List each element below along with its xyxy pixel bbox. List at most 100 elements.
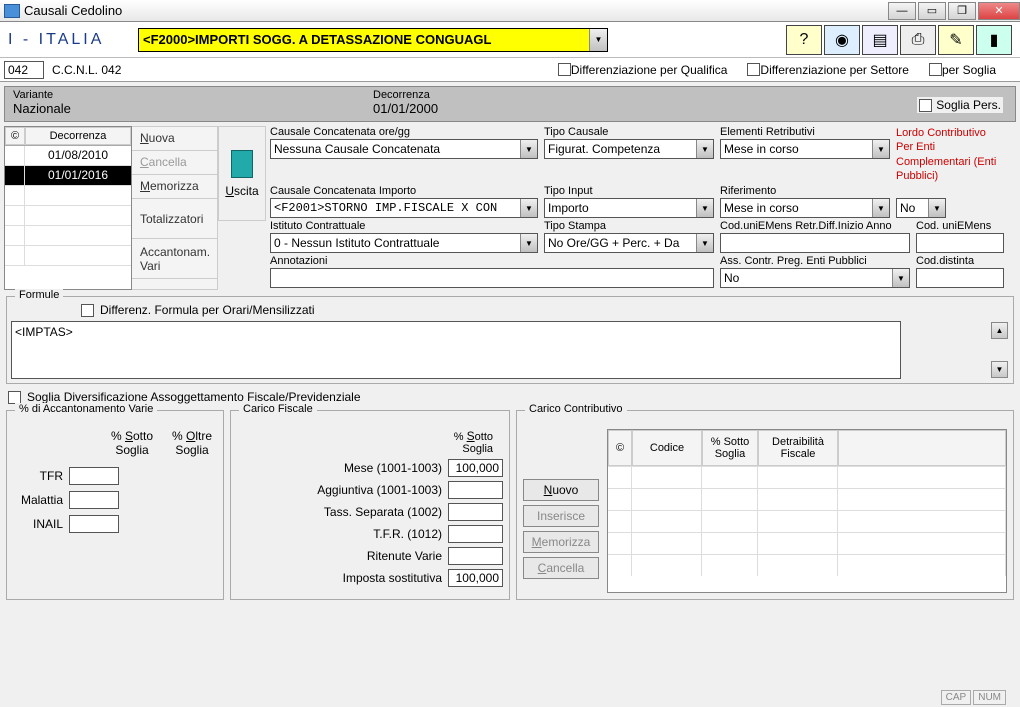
formule-legend: Formule	[15, 289, 63, 301]
close-button[interactable]: ✕	[978, 2, 1020, 20]
main-dropdown[interactable]: <F2000>IMPORTI SOGG. A DETASSAZIONE CONG…	[138, 28, 608, 52]
scroll-down-icon[interactable]: ▼	[991, 361, 1008, 378]
istituto-dropdown[interactable]: 0 - Nessun Istituto Contrattuale	[270, 233, 538, 253]
cod-uniemens2-label: Cod. uniEMens	[916, 220, 1004, 232]
acc-legend: % di Accantonamento Varie	[15, 403, 157, 415]
elem-retr-label: Elementi Retributivi	[720, 126, 890, 138]
cc-h2: Codice	[632, 430, 702, 466]
exit-door-icon	[231, 150, 253, 178]
malattia-sotto-input[interactable]	[69, 491, 119, 509]
cod-distinta-label: Cod.distinta	[916, 255, 1004, 267]
nuova-button[interactable]: Nuova	[132, 127, 217, 151]
chevron-down-icon[interactable]	[872, 140, 889, 158]
soglia-checkbox[interactable]	[929, 63, 942, 76]
soglia-pers-checkbox[interactable]	[919, 99, 932, 112]
cod-distinta-input[interactable]	[916, 268, 1004, 288]
help-icon[interactable]: ?	[786, 25, 822, 55]
status-num: NUM	[973, 690, 1006, 705]
print-icon[interactable]: ⎙	[900, 25, 936, 55]
cod-uniemens2-input[interactable]	[916, 233, 1004, 253]
decorrenza-value: 01/01/2000	[373, 101, 438, 116]
cf-tfr-label: T.F.R. (1012)	[373, 527, 442, 541]
main-dropdown-arrow-icon[interactable]	[589, 29, 607, 51]
cf-mese-label: Mese (1001-1003)	[344, 461, 442, 475]
cancella-button[interactable]: Cancella	[132, 151, 217, 175]
app-icon	[4, 4, 20, 18]
chevron-down-icon[interactable]	[892, 269, 909, 287]
memorizza-button[interactable]: Memorizza	[132, 175, 217, 199]
annotazioni-input[interactable]	[270, 268, 714, 288]
cf-rit-input[interactable]	[448, 547, 503, 565]
tipo-stampa-dropdown[interactable]: No Ore/GG + Perc. + Da	[544, 233, 714, 253]
elem-retr-dropdown[interactable]: Mese in corso	[720, 139, 890, 159]
disc-icon[interactable]: ◉	[824, 25, 860, 55]
chevron-down-icon[interactable]	[872, 199, 889, 217]
tipo-stampa-label: Tipo Stampa	[544, 220, 714, 232]
totalizzatori-button[interactable]: Totalizzatori	[132, 199, 217, 239]
ass-contr-dropdown[interactable]: No	[720, 268, 910, 288]
uscita-button[interactable]: Uscita	[218, 126, 266, 221]
riferimento-label: Riferimento	[720, 185, 890, 197]
qualifica-label: Differenziazione per Qualifica	[571, 63, 728, 77]
cc-memorizza-button[interactable]: Memorizza	[523, 531, 599, 553]
variante-label: Variante	[13, 89, 357, 101]
date-row-empty[interactable]	[5, 246, 131, 266]
variante-value: Nazionale	[13, 101, 357, 116]
chevron-down-icon[interactable]	[520, 234, 537, 252]
settore-checkbox[interactable]	[747, 63, 760, 76]
riferimento-dropdown[interactable]: Mese in corso	[720, 198, 890, 218]
chevron-down-icon[interactable]	[928, 199, 945, 217]
chevron-down-icon[interactable]	[696, 199, 713, 217]
accantonam-button[interactable]: Accantonam. Vari	[132, 239, 217, 279]
date-row[interactable]: 01/08/2010	[5, 146, 131, 166]
door-exit-icon[interactable]: ▮	[976, 25, 1012, 55]
settore-label: Differenziazione per Settore	[760, 63, 909, 77]
soglia-pers-label: Soglia Pers.	[936, 98, 1001, 112]
date-row-empty[interactable]	[5, 206, 131, 226]
minimize-button[interactable]: —	[888, 2, 916, 20]
acc-oltre-header: % OltreSoglia	[167, 429, 217, 457]
date-row-empty[interactable]	[5, 226, 131, 246]
cc-legend: Carico Contributivo	[525, 403, 627, 415]
cf-agg-input[interactable]	[448, 481, 503, 499]
date-row-empty[interactable]	[5, 186, 131, 206]
maximize-button[interactable]: ▭	[918, 2, 946, 20]
cc-cancella-button[interactable]: Cancella	[523, 557, 599, 579]
soglia-div-checkbox[interactable]	[8, 391, 21, 404]
note-icon[interactable]: ✎	[938, 25, 974, 55]
causale-imp-dropdown[interactable]: <F2001>STORNO IMP.FISCALE X CON	[270, 198, 538, 218]
cf-mese-input[interactable]: 100,000	[448, 459, 503, 477]
scroll-up-icon[interactable]: ▲	[991, 322, 1008, 339]
cod-uniemens-label: Cod.uniEMens Retr.Diff.Inizio Anno	[720, 220, 910, 232]
decorrenza-label: Decorrenza	[373, 89, 438, 101]
cf-tfr-input[interactable]	[448, 525, 503, 543]
causale-ore-dropdown[interactable]: Nessuna Causale Concatenata	[270, 139, 538, 159]
maximize2-button[interactable]: ❐	[948, 2, 976, 20]
differenz-label: Differenz. Formula per Orari/Mensilizzat…	[100, 303, 315, 317]
code-input[interactable]: 042	[4, 61, 44, 79]
date-header: Decorrenza	[25, 127, 131, 145]
cc-h3: % Sotto Soglia	[702, 430, 758, 466]
chevron-down-icon[interactable]	[520, 140, 537, 158]
chevron-down-icon[interactable]	[696, 234, 713, 252]
qualifica-checkbox[interactable]	[558, 63, 571, 76]
chevron-down-icon[interactable]	[696, 140, 713, 158]
differenz-checkbox[interactable]	[81, 304, 94, 317]
tfr-sotto-input[interactable]	[69, 467, 119, 485]
status-cap: CAP	[941, 690, 972, 705]
date-row[interactable]: 01/01/2016	[5, 166, 131, 186]
tipo-causale-dropdown[interactable]: Figurat. Competenza	[544, 139, 714, 159]
cc-nuovo-button[interactable]: Nuovo	[523, 479, 599, 501]
cf-imp-input[interactable]: 100,000	[448, 569, 503, 587]
rif2-dropdown[interactable]: No	[896, 198, 946, 218]
inail-sotto-input[interactable]	[69, 515, 119, 533]
document-icon[interactable]: ▤	[862, 25, 898, 55]
cod-uniemens-input[interactable]	[720, 233, 910, 253]
red-note: Lordo Contributivo Per Enti Complementar…	[896, 126, 1006, 183]
cf-tass-input[interactable]	[448, 503, 503, 521]
cc-inserisce-button[interactable]: Inserisce	[523, 505, 599, 527]
cf-imp-label: Imposta sostitutiva	[343, 571, 442, 585]
chevron-down-icon[interactable]	[520, 199, 537, 217]
formule-textarea[interactable]: <IMPTAS>	[11, 321, 901, 379]
tipo-input-dropdown[interactable]: Importo	[544, 198, 714, 218]
